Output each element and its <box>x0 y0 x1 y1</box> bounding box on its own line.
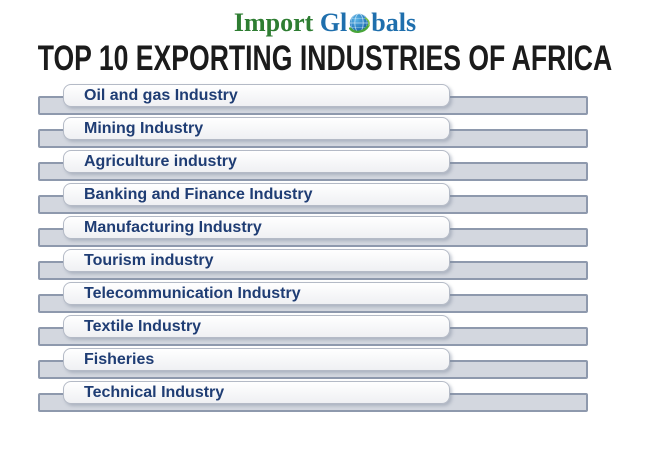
list-item: Mining Industry <box>0 117 650 150</box>
list-item-label: Oil and gas Industry <box>84 86 238 104</box>
list-item-box: Telecommunication Industry <box>63 282 450 305</box>
logo-text-gl: Gl <box>319 8 348 37</box>
list-item: Textile Industry <box>0 315 650 348</box>
list-item-box: Agriculture industry <box>63 150 450 173</box>
list-item-label: Mining Industry <box>84 119 204 137</box>
globe-icon <box>348 12 371 34</box>
list-item-label: Telecommunication Industry <box>84 284 301 302</box>
list-item-box: Oil and gas Industry <box>63 84 450 107</box>
list-item-label: Banking and Finance Industry <box>84 185 313 203</box>
list-item-box: Manufacturing Industry <box>63 216 450 239</box>
list-item-box: Banking and Finance Industry <box>63 183 450 206</box>
list-item: Tourism industry <box>0 249 650 282</box>
list-item: Agriculture industry <box>0 150 650 183</box>
list-item-box: Textile Industry <box>63 315 450 338</box>
list-item-box: Mining Industry <box>63 117 450 140</box>
list-item: Manufacturing Industry <box>0 216 650 249</box>
list-item: Technical Industry <box>0 381 650 414</box>
list-item-label: Technical Industry <box>84 383 225 401</box>
list-item: Banking and Finance Industry <box>0 183 650 216</box>
list-item-label: Tourism industry <box>84 251 214 269</box>
list-item-label: Fisheries <box>84 350 155 368</box>
logo-text-bals: bals <box>371 8 417 37</box>
list-item-box: Technical Industry <box>63 381 450 404</box>
list-item: Telecommunication Industry <box>0 282 650 315</box>
list-item-box: Fisheries <box>63 348 450 371</box>
title-row: TOP 10 EXPORTING INDUSTRIES OF AFRICA <box>0 39 650 78</box>
list-item-label: Agriculture industry <box>84 152 237 170</box>
logo: Import Gl bals <box>0 6 650 40</box>
list-item: Fisheries <box>0 348 650 381</box>
list-item: Oil and gas Industry <box>0 84 650 117</box>
page-title: TOP 10 EXPORTING INDUSTRIES OF AFRICA <box>37 39 613 78</box>
logo-text-import: Import <box>233 8 320 37</box>
list-item-box: Tourism industry <box>63 249 450 272</box>
list-item-label: Manufacturing Industry <box>84 218 262 236</box>
list-item-label: Textile Industry <box>84 317 202 335</box>
